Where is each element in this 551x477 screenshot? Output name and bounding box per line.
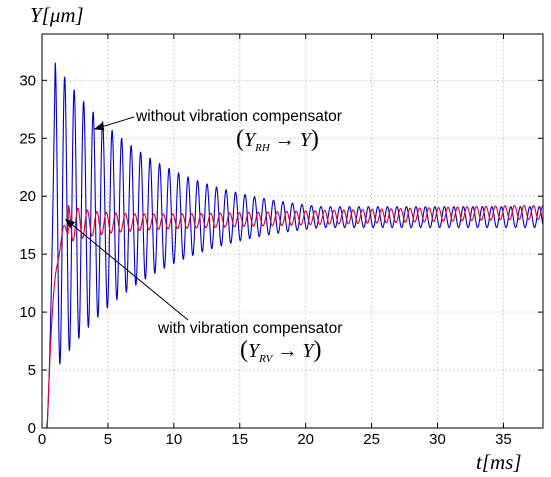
y-tick-label: 15 — [19, 246, 36, 263]
annotation-text: without vibration compensator — [135, 108, 342, 125]
plot-area-frame — [41, 33, 544, 429]
annotation-arrow — [93, 116, 135, 131]
y-axis-label: Y[μm] — [30, 3, 84, 27]
grid — [41, 34, 543, 429]
x-tick-label: 20 — [297, 431, 314, 448]
annotation-formula: (YRV → Y) — [240, 337, 322, 365]
x-tick-label: 15 — [231, 431, 248, 448]
y-tick-label: 25 — [19, 130, 36, 147]
annotation-text: with vibration compensator — [157, 320, 342, 337]
y-tick-label: 0 — [28, 420, 36, 437]
series-line-without-compensator — [41, 62, 544, 429]
y-tick-label: 5 — [28, 362, 36, 379]
y-tick-label: 30 — [19, 72, 36, 89]
annotations: without vibration compensator(YRH → Y) wi… — [64, 108, 342, 365]
y-tick-label: 10 — [19, 304, 36, 321]
x-tick-label: 25 — [363, 431, 380, 448]
x-tick-label: 30 — [429, 431, 446, 448]
series-group — [41, 62, 544, 429]
tick-labels: 0 5 10 15 20 25 30 35 0 5 10 15 20 25 30 — [19, 72, 511, 448]
annotation-formula: (YRH → Y) — [236, 126, 319, 154]
annotation-arrow — [64, 218, 189, 321]
x-tick-label: 35 — [495, 431, 512, 448]
y-tick-label: 20 — [19, 188, 36, 205]
x-tick-label: 0 — [38, 431, 46, 448]
x-tick-label: 10 — [165, 431, 182, 448]
series-line-with-compensator — [41, 204, 544, 429]
x-axis-label: t[ms] — [476, 450, 522, 474]
x-tick-label: 5 — [104, 431, 112, 448]
